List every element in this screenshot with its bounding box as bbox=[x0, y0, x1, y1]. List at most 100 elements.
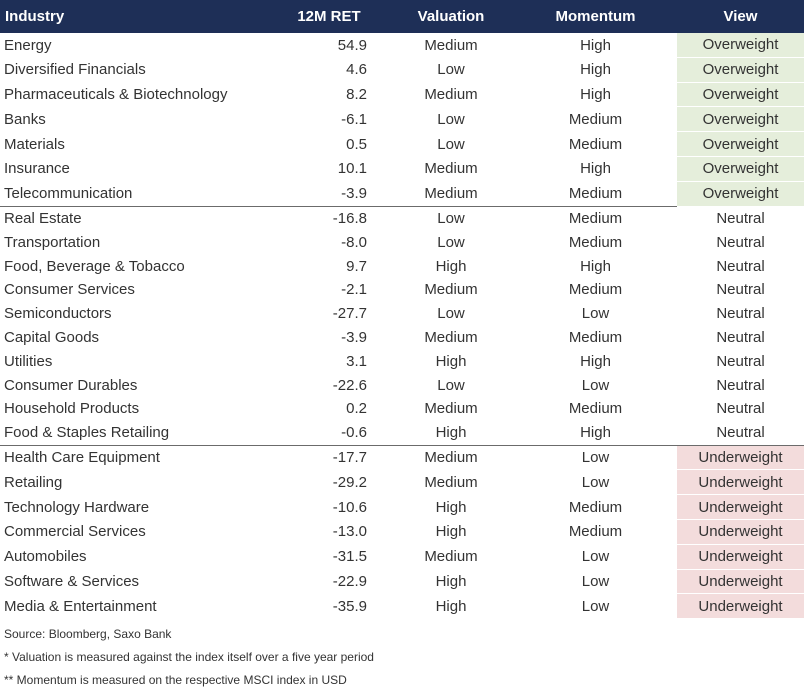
cell-12m-ret: 0.2 bbox=[346, 400, 367, 418]
cell-valuation: Low bbox=[437, 305, 465, 323]
cell-view: Neutral bbox=[716, 400, 765, 418]
industry-view-table: Industry 12M RET Valuation Momentum View… bbox=[0, 0, 804, 620]
cell-momentum: Low bbox=[581, 473, 610, 491]
cell-12m-ret: -6.1 bbox=[341, 110, 367, 128]
cell-12m-ret: 4.6 bbox=[346, 61, 367, 79]
cell-12m-ret: 9.7 bbox=[346, 257, 367, 275]
cell-industry: Household Products bbox=[4, 400, 140, 418]
cell-view: Neutral bbox=[716, 257, 765, 275]
cell-momentum: Low bbox=[581, 597, 610, 615]
source-note: Source: Bloomberg, Saxo Bank bbox=[4, 627, 172, 642]
cell-valuation: Medium bbox=[388, 444, 514, 470]
table-row: Telecommunication -3.9 Medium Medium Overwei… bbox=[0, 181, 804, 207]
cell-view: Neutral bbox=[716, 328, 765, 346]
cell-valuation: Medium bbox=[424, 85, 478, 103]
header-12m-ret: 12M RET bbox=[270, 0, 388, 33]
header-view: View bbox=[677, 0, 804, 33]
cell-valuation: Medium bbox=[424, 328, 478, 346]
cell-industry: Semiconductors bbox=[4, 305, 112, 323]
header-valuation: Valuation bbox=[388, 0, 514, 33]
cell-12m-ret: -10.6 bbox=[332, 498, 367, 516]
cell-12m-ret: -3.9 bbox=[341, 184, 367, 202]
cell-12m-ret: 8.2 bbox=[346, 85, 367, 103]
cell-view: Neutral bbox=[716, 233, 765, 251]
table-row: Insurance 10.1 Medium High Overweight bbox=[0, 156, 804, 182]
table-row: Pharmaceuticals & Biotechnology 8.2 Medium… bbox=[0, 82, 804, 108]
table-row: Food & Staples Retailing -0.6 High High Neut… bbox=[0, 421, 804, 445]
cell-industry: Consumer Services bbox=[4, 281, 135, 299]
cell-momentum: High bbox=[580, 36, 611, 54]
cell-momentum: Low bbox=[514, 444, 677, 470]
cell-valuation: High bbox=[435, 523, 467, 541]
cell-industry: Consumer Durables bbox=[4, 376, 138, 394]
cell-industry: Energy bbox=[4, 36, 52, 54]
table-row: Consumer Services -2.1 Medium Medium Neutral bbox=[0, 278, 804, 302]
table-body: Energy 54.9 Medium High Overweight Diversifie… bbox=[0, 33, 804, 620]
cell-momentum: Medium bbox=[514, 205, 677, 231]
cell-industry: Transportation bbox=[4, 233, 101, 251]
table-row: Banks -6.1 Low Medium Overweight bbox=[0, 106, 804, 133]
cell-industry: Real Estate bbox=[0, 205, 270, 231]
table-row: Transportation -8.0 Low Medium Neutral bbox=[0, 230, 804, 254]
cell-valuation: Medium bbox=[424, 36, 478, 54]
cell-12m-ret: 10.1 bbox=[337, 160, 367, 178]
cell-valuation: Medium bbox=[424, 473, 478, 491]
cell-valuation: Low bbox=[437, 233, 465, 251]
cell-momentum: Low bbox=[581, 548, 610, 566]
cell-industry: Technology Hardware bbox=[4, 498, 150, 516]
table-row: Commercial Services -13.0 High Medium Underw… bbox=[0, 519, 804, 545]
cell-industry: Software & Services bbox=[4, 572, 140, 590]
cell-view: Neutral bbox=[716, 281, 765, 299]
cell-12m-ret: -27.7 bbox=[332, 305, 367, 323]
table-row: Food, Beverage & Tobacco 9.7 High High Neutr… bbox=[0, 254, 804, 278]
cell-view: Underweight bbox=[677, 569, 804, 595]
table-row: Semiconductors -27.7 Low Low Neutral bbox=[0, 302, 804, 326]
cell-view: Underweight bbox=[677, 593, 804, 620]
cell-industry: Diversified Financials bbox=[4, 61, 146, 79]
table-row: Diversified Financials 4.6 Low High Overweig… bbox=[0, 57, 804, 83]
cell-valuation: Low bbox=[437, 376, 465, 394]
cell-view: Overweight bbox=[677, 156, 804, 182]
cell-valuation: Medium bbox=[424, 548, 478, 566]
cell-valuation: High bbox=[435, 352, 467, 370]
cell-valuation: High bbox=[435, 597, 467, 615]
cell-view: Underweight bbox=[677, 519, 804, 545]
cell-view: Underweight bbox=[677, 494, 804, 520]
table-row: Capital Goods -3.9 Medium Medium Neutral bbox=[0, 326, 804, 350]
cell-momentum: Medium bbox=[568, 233, 623, 251]
cell-industry: Telecommunication bbox=[4, 184, 133, 202]
table-row: Real Estate -16.8 Low Medium Neutral bbox=[0, 205, 804, 231]
cell-view: Underweight bbox=[677, 469, 804, 496]
cell-valuation: High bbox=[435, 498, 467, 516]
cell-industry: Pharmaceuticals & Biotechnology bbox=[4, 85, 228, 103]
cell-momentum: Medium bbox=[568, 328, 623, 346]
cell-12m-ret: -2.1 bbox=[341, 281, 367, 299]
cell-12m-ret: -17.7 bbox=[270, 444, 388, 470]
cell-valuation: Medium bbox=[424, 281, 478, 299]
cell-momentum: High bbox=[580, 61, 611, 79]
cell-valuation: Medium bbox=[424, 184, 478, 202]
table-row: Software & Services -22.9 High Low Underweig… bbox=[0, 569, 804, 595]
cell-12m-ret: -29.2 bbox=[332, 473, 367, 491]
cell-momentum: High bbox=[580, 257, 611, 275]
cell-momentum: Medium bbox=[568, 523, 623, 541]
table-row: Materials 0.5 Low Medium Overweight bbox=[0, 131, 804, 157]
cell-industry: Insurance bbox=[4, 160, 70, 178]
cell-industry: Food, Beverage & Tobacco bbox=[4, 257, 185, 275]
cell-12m-ret: 0.5 bbox=[346, 135, 367, 153]
cell-12m-ret: -22.9 bbox=[332, 572, 367, 590]
header-industry: Industry bbox=[0, 0, 270, 33]
cell-momentum: High bbox=[580, 85, 611, 103]
cell-view: Overweight bbox=[677, 82, 804, 108]
cell-view: Overweight bbox=[677, 33, 804, 58]
cell-valuation: Low bbox=[437, 135, 465, 153]
cell-industry: Automobiles bbox=[4, 548, 87, 566]
cell-12m-ret: 54.9 bbox=[337, 36, 367, 54]
cell-view: Overweight bbox=[677, 106, 804, 133]
cell-12m-ret: -13.0 bbox=[332, 523, 367, 541]
cell-industry: Food & Staples Retailing bbox=[4, 424, 170, 442]
cell-12m-ret: 3.1 bbox=[346, 352, 367, 370]
cell-12m-ret: -31.5 bbox=[332, 548, 367, 566]
table-row: Energy 54.9 Medium High Overweight bbox=[0, 33, 804, 58]
table-header: Industry 12M RET Valuation Momentum View bbox=[0, 0, 804, 33]
